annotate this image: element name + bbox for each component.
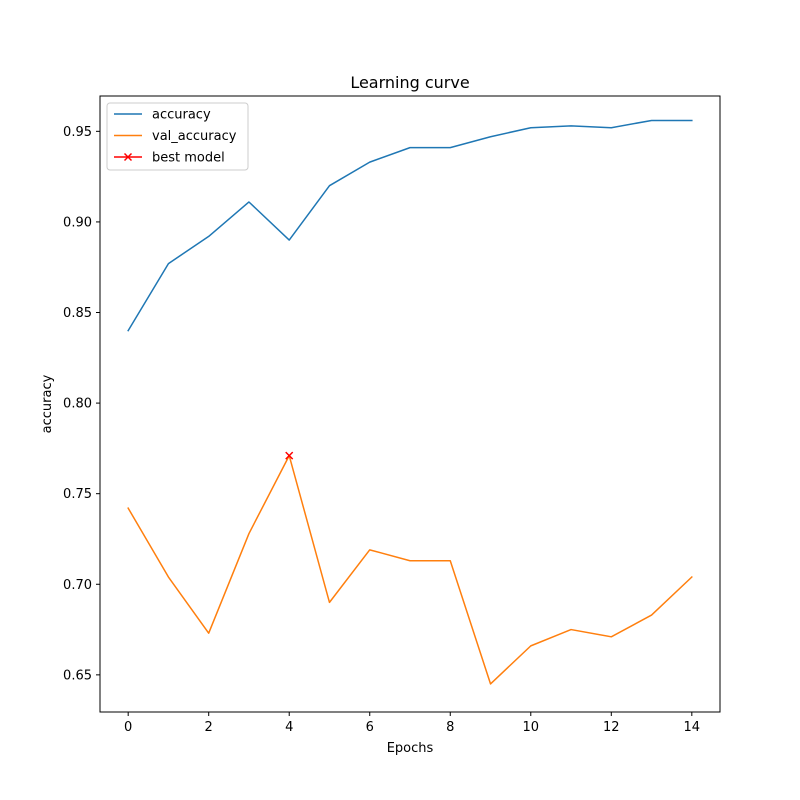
y-axis-ticks: 0.65 0.70 0.75 0.80 0.85 0.90 0.95	[63, 125, 100, 683]
y-tick-label: 0.75	[63, 487, 92, 502]
x-tick-label: 8	[446, 720, 454, 735]
x-tick-label: 6	[366, 720, 374, 735]
x-tick-label: 4	[285, 720, 293, 735]
y-axis-label: accuracy	[40, 374, 55, 433]
y-tick-label: 0.95	[63, 125, 92, 140]
chart-title: Learning curve	[350, 73, 469, 92]
x-tick-label: 12	[603, 720, 620, 735]
x-tick-label: 2	[205, 720, 213, 735]
x-axis-ticks: 0 2 4 6 8 10 12 14	[124, 712, 700, 735]
y-tick-label: 0.65	[63, 668, 92, 683]
x-tick-label: 0	[124, 720, 132, 735]
legend-label-val-accuracy: val_accuracy	[152, 129, 237, 144]
legend-label-accuracy: accuracy	[152, 108, 211, 123]
plot-lines	[127, 119, 693, 685]
y-tick-label: 0.90	[63, 215, 92, 230]
best-model-marker	[285, 451, 294, 460]
x-tick-label: 10	[523, 720, 540, 735]
legend-label-best-model: best model	[152, 151, 225, 166]
legend-box	[106, 102, 249, 171]
y-tick-label: 0.70	[63, 578, 92, 593]
plot-frame	[99, 95, 721, 713]
series-line-accuracy	[127, 119, 693, 332]
legend-swatch-best-model	[123, 152, 133, 162]
series-line-val-accuracy	[127, 454, 693, 685]
x-axis-label: Epochs	[387, 741, 434, 756]
y-tick-label: 0.80	[63, 397, 92, 412]
y-tick-label: 0.85	[63, 306, 92, 321]
plot-markers	[285, 451, 294, 460]
x-tick-label: 14	[684, 720, 701, 735]
